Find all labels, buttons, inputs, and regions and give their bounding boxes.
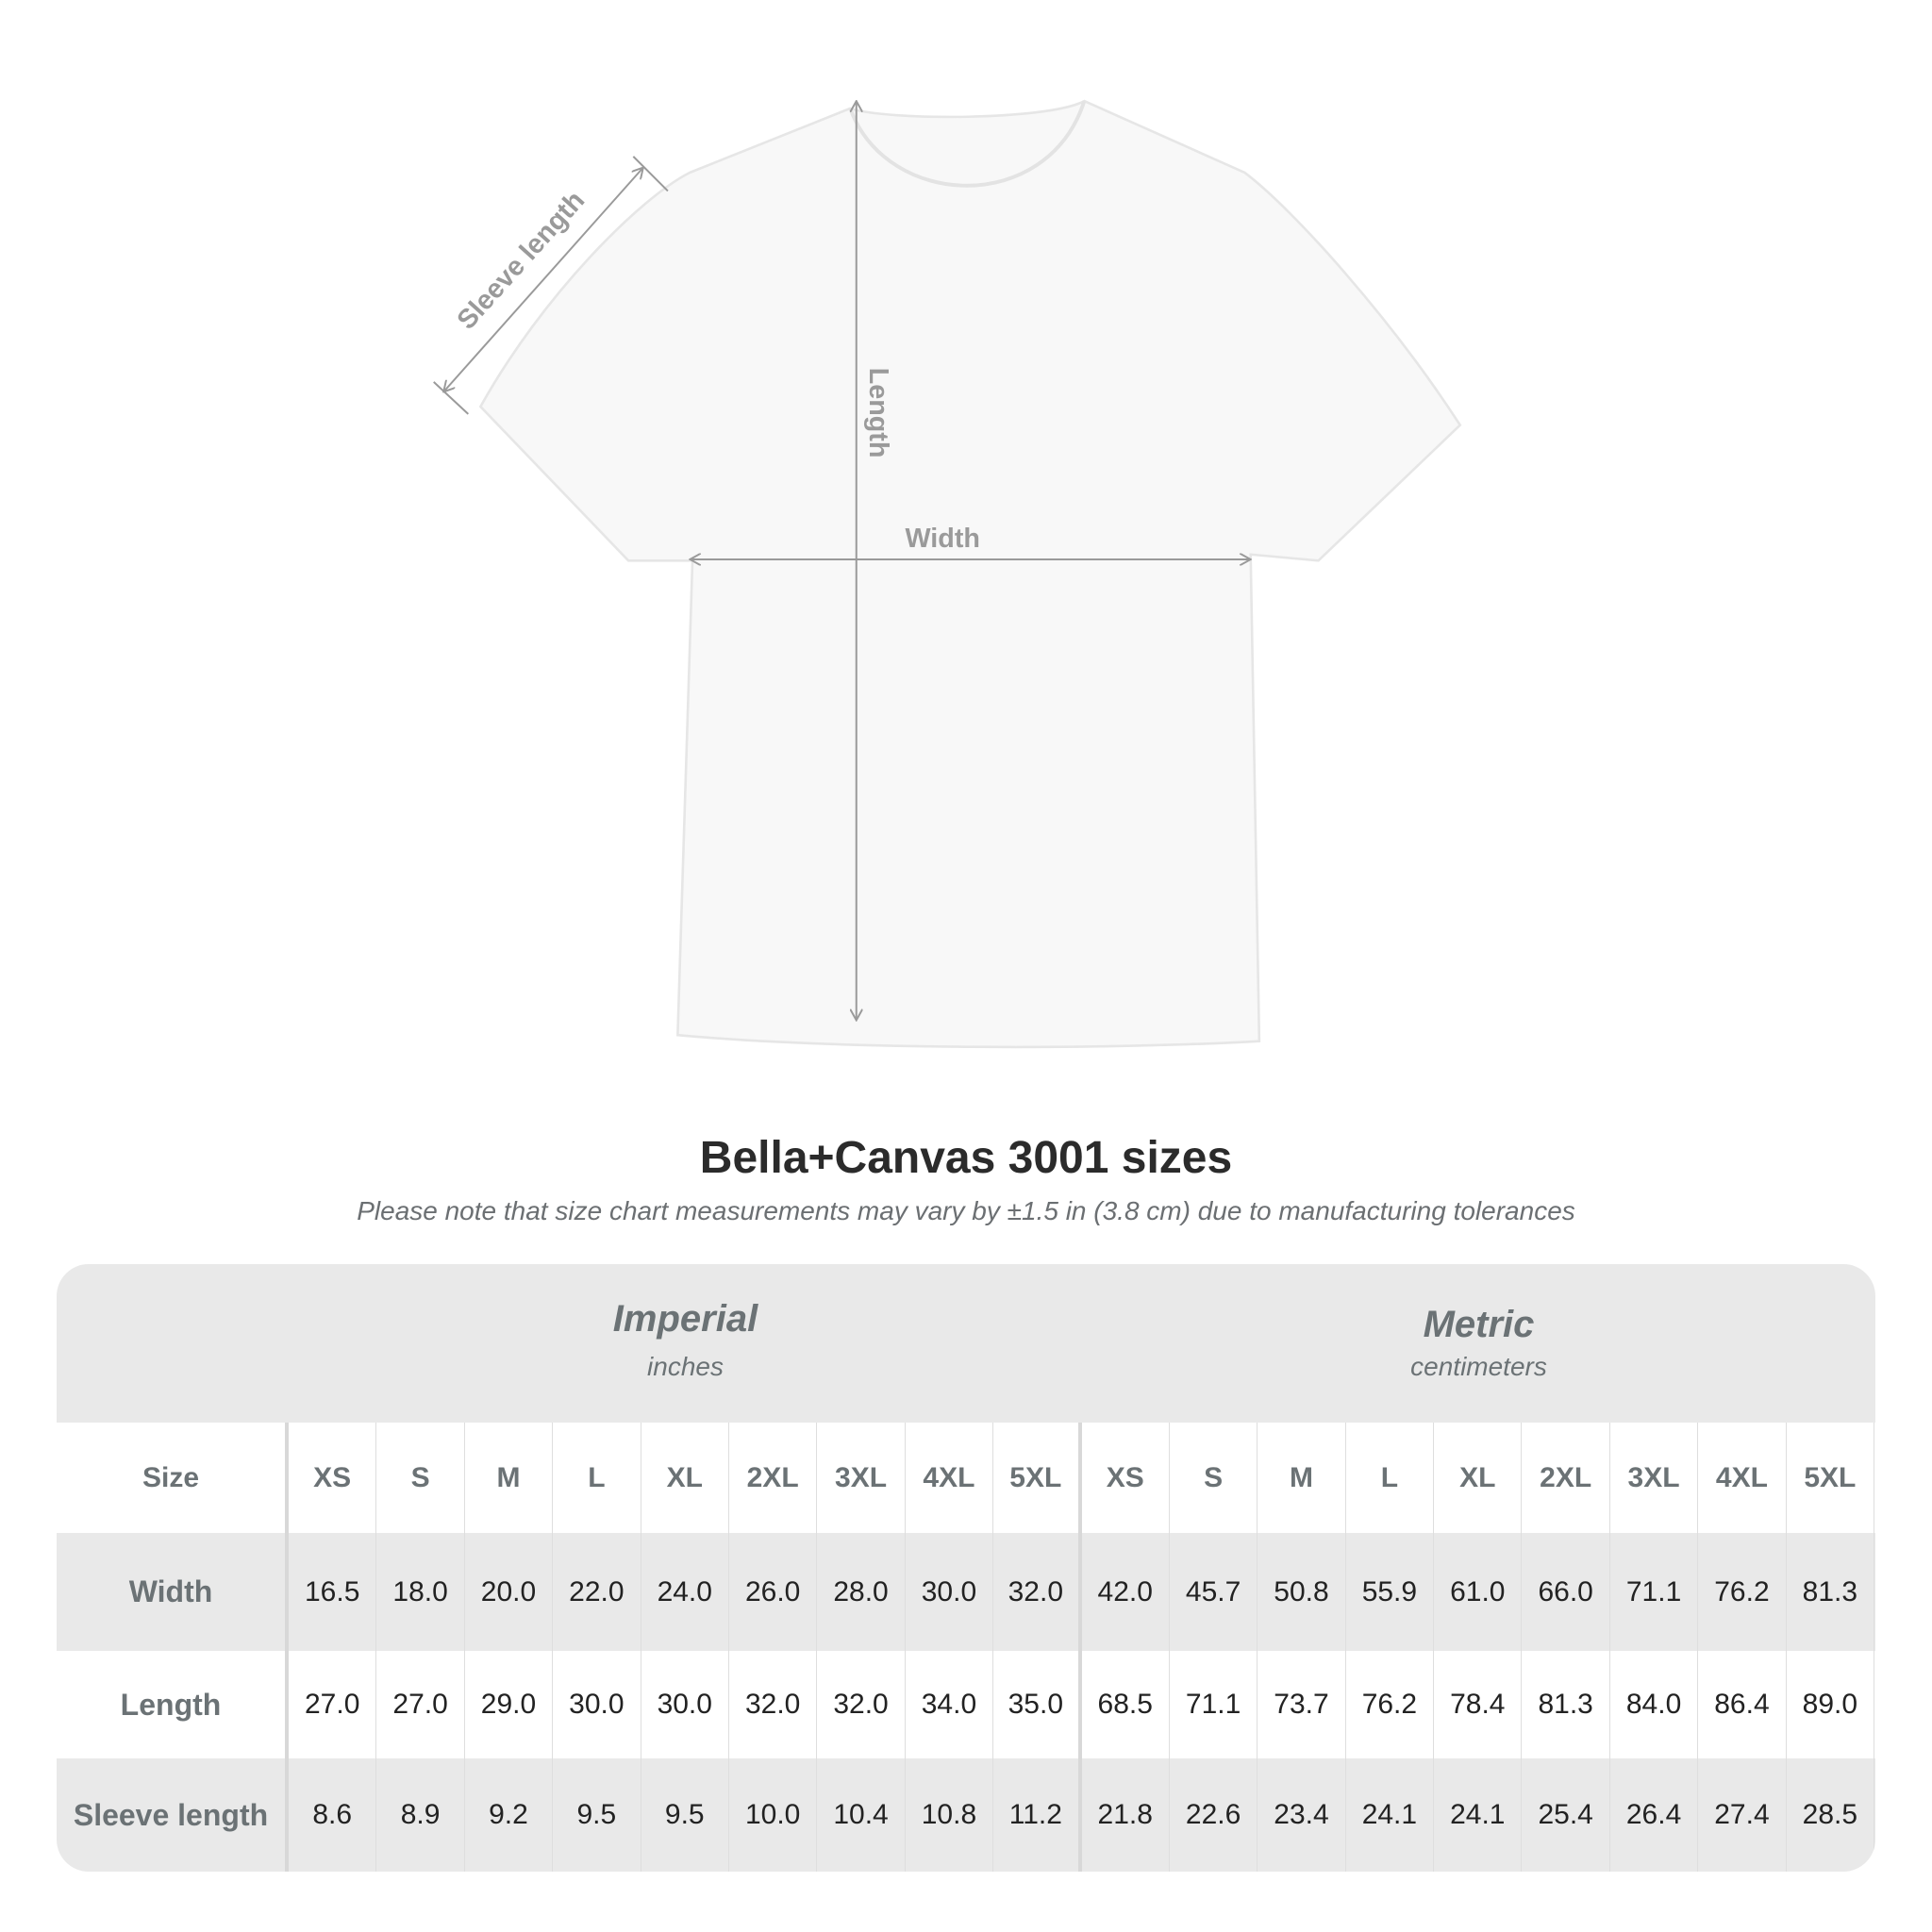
metric-value: 45.7 xyxy=(1170,1533,1258,1651)
size-column-header: S xyxy=(1170,1423,1258,1533)
metric-value: 81.3 xyxy=(1522,1651,1610,1758)
imperial-value: 32.0 xyxy=(817,1651,906,1758)
metric-value: 24.1 xyxy=(1346,1758,1435,1872)
imperial-value: 9.2 xyxy=(465,1758,554,1872)
imperial-value: 34.0 xyxy=(906,1651,994,1758)
table-row: Length 27.0 27.0 29.0 30.0 30.0 32.0 32.0 34.0 35… xyxy=(57,1651,1875,1758)
metric-value: 73.7 xyxy=(1257,1651,1346,1758)
metric-value: 22.6 xyxy=(1170,1758,1258,1872)
imperial-value: 32.0 xyxy=(729,1651,818,1758)
size-column-header: 5XL xyxy=(1787,1423,1875,1533)
metric-value: 71.1 xyxy=(1610,1533,1699,1651)
imperial-value: 32.0 xyxy=(993,1533,1082,1651)
metric-value: 66.0 xyxy=(1522,1533,1610,1651)
metric-value: 26.4 xyxy=(1610,1758,1699,1872)
tolerance-note: Please note that size chart measurements… xyxy=(357,1196,1575,1225)
table-row: Width 16.5 18.0 20.0 22.0 24.0 26.0 28.0 30.0 32.… xyxy=(57,1533,1875,1651)
imperial-value: 28.0 xyxy=(817,1533,906,1651)
imperial-unit: inches xyxy=(647,1352,724,1381)
size-column-header: 3XL xyxy=(1610,1423,1699,1533)
metric-value: 78.4 xyxy=(1434,1651,1523,1758)
size-column-header: 5XL xyxy=(993,1423,1082,1533)
sleeve-arrow xyxy=(443,168,643,392)
metric-value: 25.4 xyxy=(1522,1758,1610,1872)
metric-value: 84.0 xyxy=(1610,1651,1699,1758)
imperial-value: 35.0 xyxy=(993,1651,1082,1758)
metric-value: 27.4 xyxy=(1698,1758,1787,1872)
imperial-value: 22.0 xyxy=(553,1533,641,1651)
imperial-value: 27.0 xyxy=(376,1651,465,1758)
size-column-header: 4XL xyxy=(906,1423,994,1533)
size-table: Imperial inches Metric centimeters Size X… xyxy=(57,1264,1875,1872)
size-column-header: 2XL xyxy=(729,1423,818,1533)
metric-value: 23.4 xyxy=(1257,1758,1346,1872)
imperial-value: 26.0 xyxy=(729,1533,818,1651)
imperial-value: 11.2 xyxy=(993,1758,1082,1872)
imperial-value: 9.5 xyxy=(553,1758,641,1872)
imperial-value: 24.0 xyxy=(641,1533,729,1651)
metric-value: 76.2 xyxy=(1346,1651,1435,1758)
metric-value: 21.8 xyxy=(1082,1758,1170,1872)
imperial-value: 30.0 xyxy=(641,1651,729,1758)
imperial-value: 20.0 xyxy=(465,1533,554,1651)
metric-value: 55.9 xyxy=(1346,1533,1435,1651)
imperial-value: 10.8 xyxy=(906,1758,994,1872)
size-column-header: 3XL xyxy=(817,1423,906,1533)
imperial-value: 8.6 xyxy=(289,1758,377,1872)
size-column-header: M xyxy=(465,1423,554,1533)
imperial-value: 30.0 xyxy=(553,1651,641,1758)
metric-value: 89.0 xyxy=(1787,1651,1875,1758)
metric-unit: centimeters xyxy=(1410,1352,1547,1381)
metric-value: 76.2 xyxy=(1698,1533,1787,1651)
table-row: Size XS S M L XL 2XL 3XL 4XL 5XL XS S M L XL 2XL 3XL 4XL 5… xyxy=(57,1423,1875,1533)
size-column-header: M xyxy=(1257,1423,1346,1533)
size-column-header: 4XL xyxy=(1698,1423,1787,1533)
imperial-value: 30.0 xyxy=(906,1533,994,1651)
imperial-value: 16.5 xyxy=(289,1533,377,1651)
imperial-value: 10.4 xyxy=(817,1758,906,1872)
imperial-value: 8.9 xyxy=(376,1758,465,1872)
metric-value: 61.0 xyxy=(1434,1533,1523,1651)
size-column-header: XS xyxy=(289,1423,377,1533)
tshirt-shape xyxy=(478,99,1462,1049)
imperial-value: 9.5 xyxy=(641,1758,729,1872)
table-row: Sleeve length 8.6 8.9 9.2 9.5 9.5 10.0 10.4 10.8… xyxy=(57,1758,1875,1872)
page-title: Bella+Canvas 3001 sizes xyxy=(699,1133,1233,1183)
metric-value: 42.0 xyxy=(1082,1533,1170,1651)
imperial-group: Imperial inches xyxy=(289,1264,1082,1423)
row-label: Length xyxy=(57,1651,289,1758)
metric-value: 68.5 xyxy=(1082,1651,1170,1758)
size-column-header: XL xyxy=(1434,1423,1523,1533)
length-label: Length xyxy=(863,368,893,458)
metric-value: 28.5 xyxy=(1787,1758,1875,1872)
metric-value: 81.3 xyxy=(1787,1533,1875,1651)
metric-value: 50.8 xyxy=(1257,1533,1346,1651)
imperial-value: 18.0 xyxy=(376,1533,465,1651)
imperial-value: 10.0 xyxy=(729,1758,818,1872)
size-column-header: XS xyxy=(1082,1423,1170,1533)
imperial-title: Imperial xyxy=(612,1298,758,1340)
row-label: Sleeve length xyxy=(57,1758,289,1872)
metric-value: 86.4 xyxy=(1698,1651,1787,1758)
metric-group: Metric centimeters xyxy=(1082,1264,1875,1423)
metric-value: 24.1 xyxy=(1434,1758,1523,1872)
size-column-header: XL xyxy=(641,1423,729,1533)
row-label: Width xyxy=(57,1533,289,1651)
metric-title: Metric xyxy=(1423,1304,1535,1345)
width-label: Width xyxy=(905,524,979,554)
size-column-header: L xyxy=(553,1423,641,1533)
imperial-value: 29.0 xyxy=(465,1651,554,1758)
imperial-value: 27.0 xyxy=(289,1651,377,1758)
size-column-header: S xyxy=(376,1423,465,1533)
size-column-header: 2XL xyxy=(1522,1423,1610,1533)
size-header: Size xyxy=(57,1423,289,1533)
size-column-header: L xyxy=(1346,1423,1435,1533)
metric-value: 71.1 xyxy=(1170,1651,1258,1758)
